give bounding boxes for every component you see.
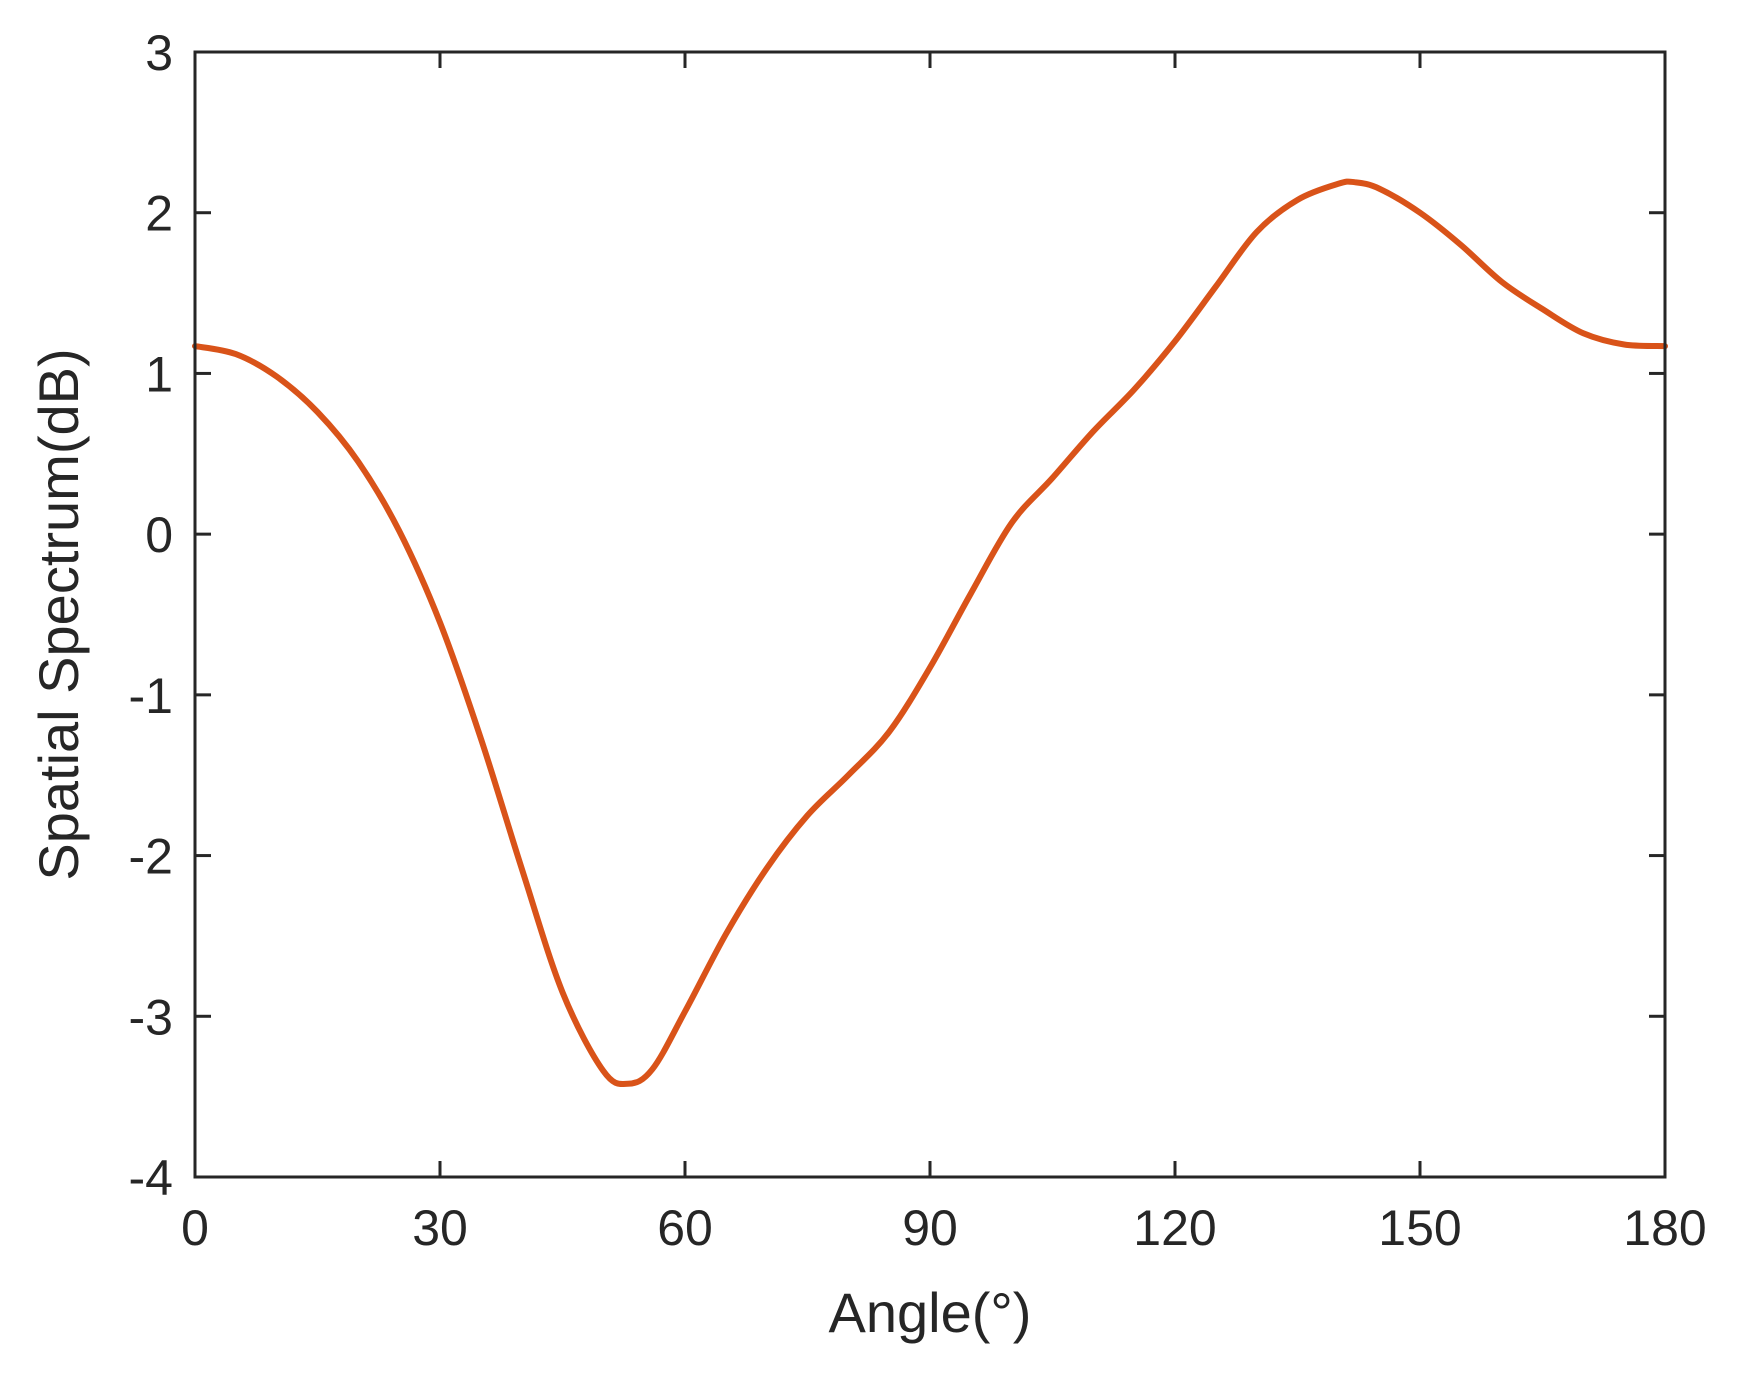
x-tick-label: 150	[1378, 1200, 1461, 1256]
y-tick-label: -3	[129, 989, 173, 1045]
x-tick-label: 60	[657, 1200, 713, 1256]
y-tick-label: -4	[129, 1150, 173, 1206]
x-tick-label: 30	[412, 1200, 468, 1256]
x-axis-label: Angle(°)	[829, 1281, 1032, 1344]
y-axis-ticks: -4 -3 -2 -1 0 1 2 3	[129, 25, 1665, 1206]
x-tick-label: 180	[1623, 1200, 1706, 1256]
plot-area-frame	[193, 50, 1667, 1179]
y-tick-label: -2	[129, 829, 173, 885]
y-tick-label: 1	[145, 346, 173, 402]
y-axis-label: Spatial Spectrum(dB)	[27, 348, 90, 880]
y-tick-label: 2	[145, 186, 173, 242]
x-tick-label: 0	[181, 1200, 209, 1256]
y-tick-label: -1	[129, 668, 173, 724]
y-tick-label: 3	[145, 25, 173, 81]
x-tick-label: 120	[1133, 1200, 1216, 1256]
x-axis-ticks: 0 30 60 90 120 150 180	[181, 52, 1707, 1256]
y-tick-label: 0	[145, 507, 173, 563]
x-tick-label: 90	[902, 1200, 958, 1256]
series-line	[192, 178, 1668, 1088]
